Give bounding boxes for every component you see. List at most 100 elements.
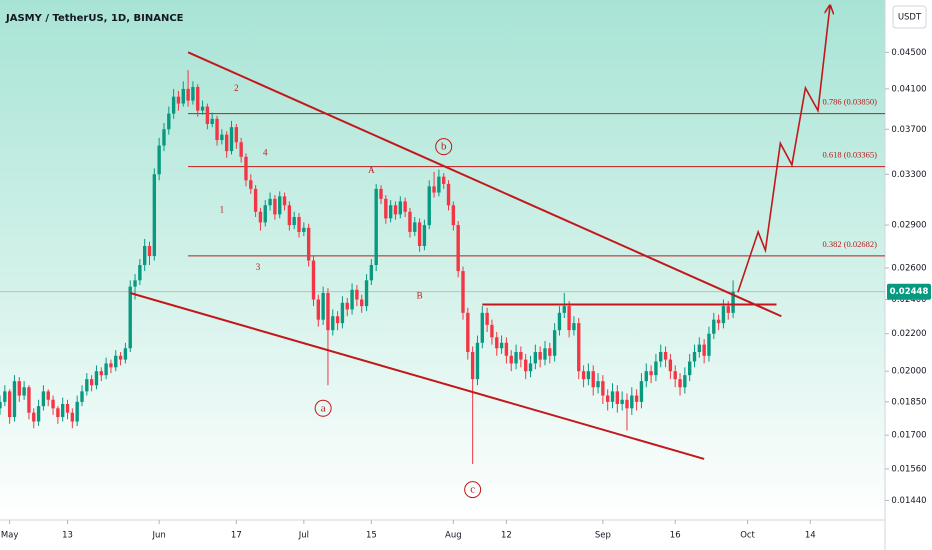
candle-body [70, 412, 75, 422]
candle-body [220, 134, 224, 141]
candle-body [639, 381, 644, 402]
candle-body [85, 379, 89, 392]
candle-body [215, 118, 219, 141]
x-tick-label: 14 [805, 531, 816, 541]
candle-body [374, 188, 378, 266]
candle-body [191, 86, 195, 101]
candle-body [360, 299, 364, 307]
y-tick-label: 0.03300 [891, 170, 926, 180]
candle-body [572, 323, 576, 331]
candle-body [398, 201, 402, 215]
y-tick-label: 0.01440 [891, 496, 926, 506]
candle-body [268, 198, 272, 206]
candle-body [229, 127, 234, 152]
candle-body [41, 391, 46, 407]
candle-body [321, 293, 325, 320]
candle-body [562, 306, 566, 313]
y-tick-label: 0.01850 [891, 397, 926, 407]
currency-label[interactable]: USDT [898, 13, 922, 23]
candle-body [162, 129, 166, 146]
candle-body [297, 217, 301, 232]
price-tag [887, 283, 931, 300]
candle-body [687, 361, 692, 376]
candle-body [408, 211, 412, 232]
candle-body [0, 401, 2, 409]
candle-body [417, 222, 422, 246]
y-tick-label: 0.03700 [891, 125, 926, 135]
candle-body [514, 352, 518, 364]
candle-body [538, 352, 542, 360]
candle-body [167, 113, 171, 130]
candle-body [369, 265, 374, 281]
x-tick-label: 12 [501, 531, 512, 541]
candle-body [451, 205, 456, 226]
wave-circle [435, 138, 453, 156]
candle-body [249, 180, 253, 189]
candle-body [461, 271, 465, 313]
x-tick-label: 13 [62, 531, 73, 541]
candle-body [147, 245, 152, 257]
candle-body [345, 302, 349, 310]
x-tick-label: Jun [152, 531, 166, 541]
candle-body [504, 342, 509, 356]
candle-body [278, 196, 282, 215]
wave-label: c [470, 484, 475, 496]
candle-body [731, 291, 735, 313]
candle-body [519, 352, 523, 360]
candle-body [524, 359, 528, 372]
candle-body [432, 186, 436, 193]
candle-body [350, 289, 354, 310]
candle-body [176, 96, 181, 104]
wave-label: a [321, 402, 326, 414]
candle-body [702, 344, 706, 356]
candle-body [721, 306, 726, 324]
candle-body [528, 363, 533, 372]
candle-body [316, 299, 320, 320]
candle-body [495, 337, 499, 349]
candle-body [659, 352, 663, 362]
candle-body [142, 245, 147, 266]
candle-body [210, 118, 214, 124]
candle-body [403, 201, 407, 212]
candle-body [692, 352, 697, 362]
candle-body [634, 395, 639, 402]
candle-body [533, 352, 538, 364]
candle-body [253, 188, 258, 212]
candle-body [27, 387, 31, 413]
candle-body [384, 198, 388, 219]
x-tick-label: Jul [298, 531, 309, 541]
candle-body [427, 186, 431, 226]
candle-body [287, 205, 292, 226]
candle-body [181, 88, 185, 104]
candle-body [114, 355, 118, 368]
candle-body [22, 387, 26, 396]
candle-body [335, 316, 340, 324]
plot: 0.786 (0.03850) 0.618 (0.03365) 0.382 (0.0… [0, 5, 885, 499]
candle-body [422, 225, 427, 246]
fib-label: 0.618 (0.03365) [822, 150, 877, 160]
candle-body [3, 391, 7, 402]
y-tick-label: 0.02900 [891, 221, 926, 231]
y-tick-label: 0.04500 [891, 48, 926, 58]
candle-body [678, 379, 682, 388]
currency-box[interactable] [892, 5, 927, 29]
candle-body [109, 363, 113, 368]
candle-body [244, 156, 248, 181]
candle-body [123, 348, 128, 360]
candle-body [697, 344, 702, 353]
candle-body [282, 196, 287, 206]
candle-body [306, 227, 311, 261]
candle-body [644, 371, 648, 382]
y-tick-label: 0.04100 [891, 84, 926, 94]
candle-body [625, 399, 629, 409]
candle-body [649, 371, 653, 376]
candle-body [577, 323, 581, 372]
candle-body [605, 395, 610, 402]
candle-body [716, 319, 721, 324]
candle-body [499, 342, 504, 349]
candle-body [157, 145, 161, 175]
candle-body [543, 348, 547, 360]
candle-body [712, 319, 716, 334]
candle-body [118, 355, 123, 360]
